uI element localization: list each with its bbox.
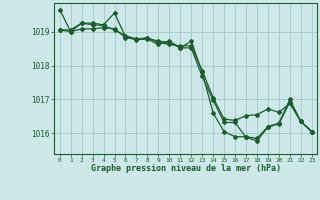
X-axis label: Graphe pression niveau de la mer (hPa): Graphe pression niveau de la mer (hPa)	[91, 164, 281, 173]
